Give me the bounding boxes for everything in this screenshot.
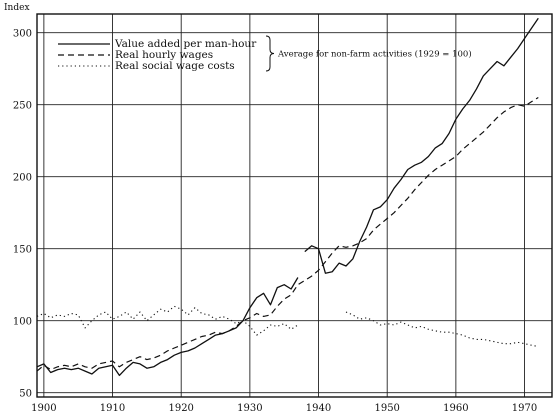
y-tick-label: 100 (13, 317, 32, 328)
y-tick-label: 200 (13, 173, 32, 184)
series-line-value-added-per-man-hour (304, 17, 539, 274)
plot-frame (36, 13, 553, 398)
legend-note: Average for non-farm activities (1929 = … (277, 49, 472, 60)
x-tick-label: 1940 (306, 403, 331, 414)
series-line-real-social-wage-costs (36, 305, 299, 336)
series-line-real-social-wage-costs (345, 311, 539, 348)
y-axis-title: Index (4, 3, 30, 13)
x-axis: 1900 1910 1920 1930 1940 1950 1960 1970 (31, 403, 537, 414)
legend-entry: Real social wage costs (115, 60, 235, 72)
y-axis: 50 100 150 200 250 300 (13, 29, 32, 400)
legend-entry: Real hourly wages (115, 49, 213, 61)
x-tick-label: 1960 (443, 403, 468, 414)
x-tick-label: 1900 (31, 403, 56, 414)
y-tick-label: 250 (13, 101, 32, 112)
x-tick-label: 1910 (100, 403, 125, 414)
legend-entry: Value added per man-hour (114, 38, 257, 50)
series-line-real-hourly-wages (36, 96, 539, 372)
y-tick-label: 300 (13, 29, 32, 40)
series-line-value-added-per-man-hour (36, 277, 299, 377)
y-tick-label: 50 (19, 389, 32, 400)
x-tick-label: 1970 (512, 403, 537, 414)
legend-brace (265, 35, 275, 72)
series-lines (36, 17, 539, 377)
x-tick-label: 1920 (168, 403, 193, 414)
x-tick-label: 1950 (374, 403, 399, 414)
x-tick-label: 1930 (237, 403, 262, 414)
y-tick-label: 150 (13, 245, 32, 256)
